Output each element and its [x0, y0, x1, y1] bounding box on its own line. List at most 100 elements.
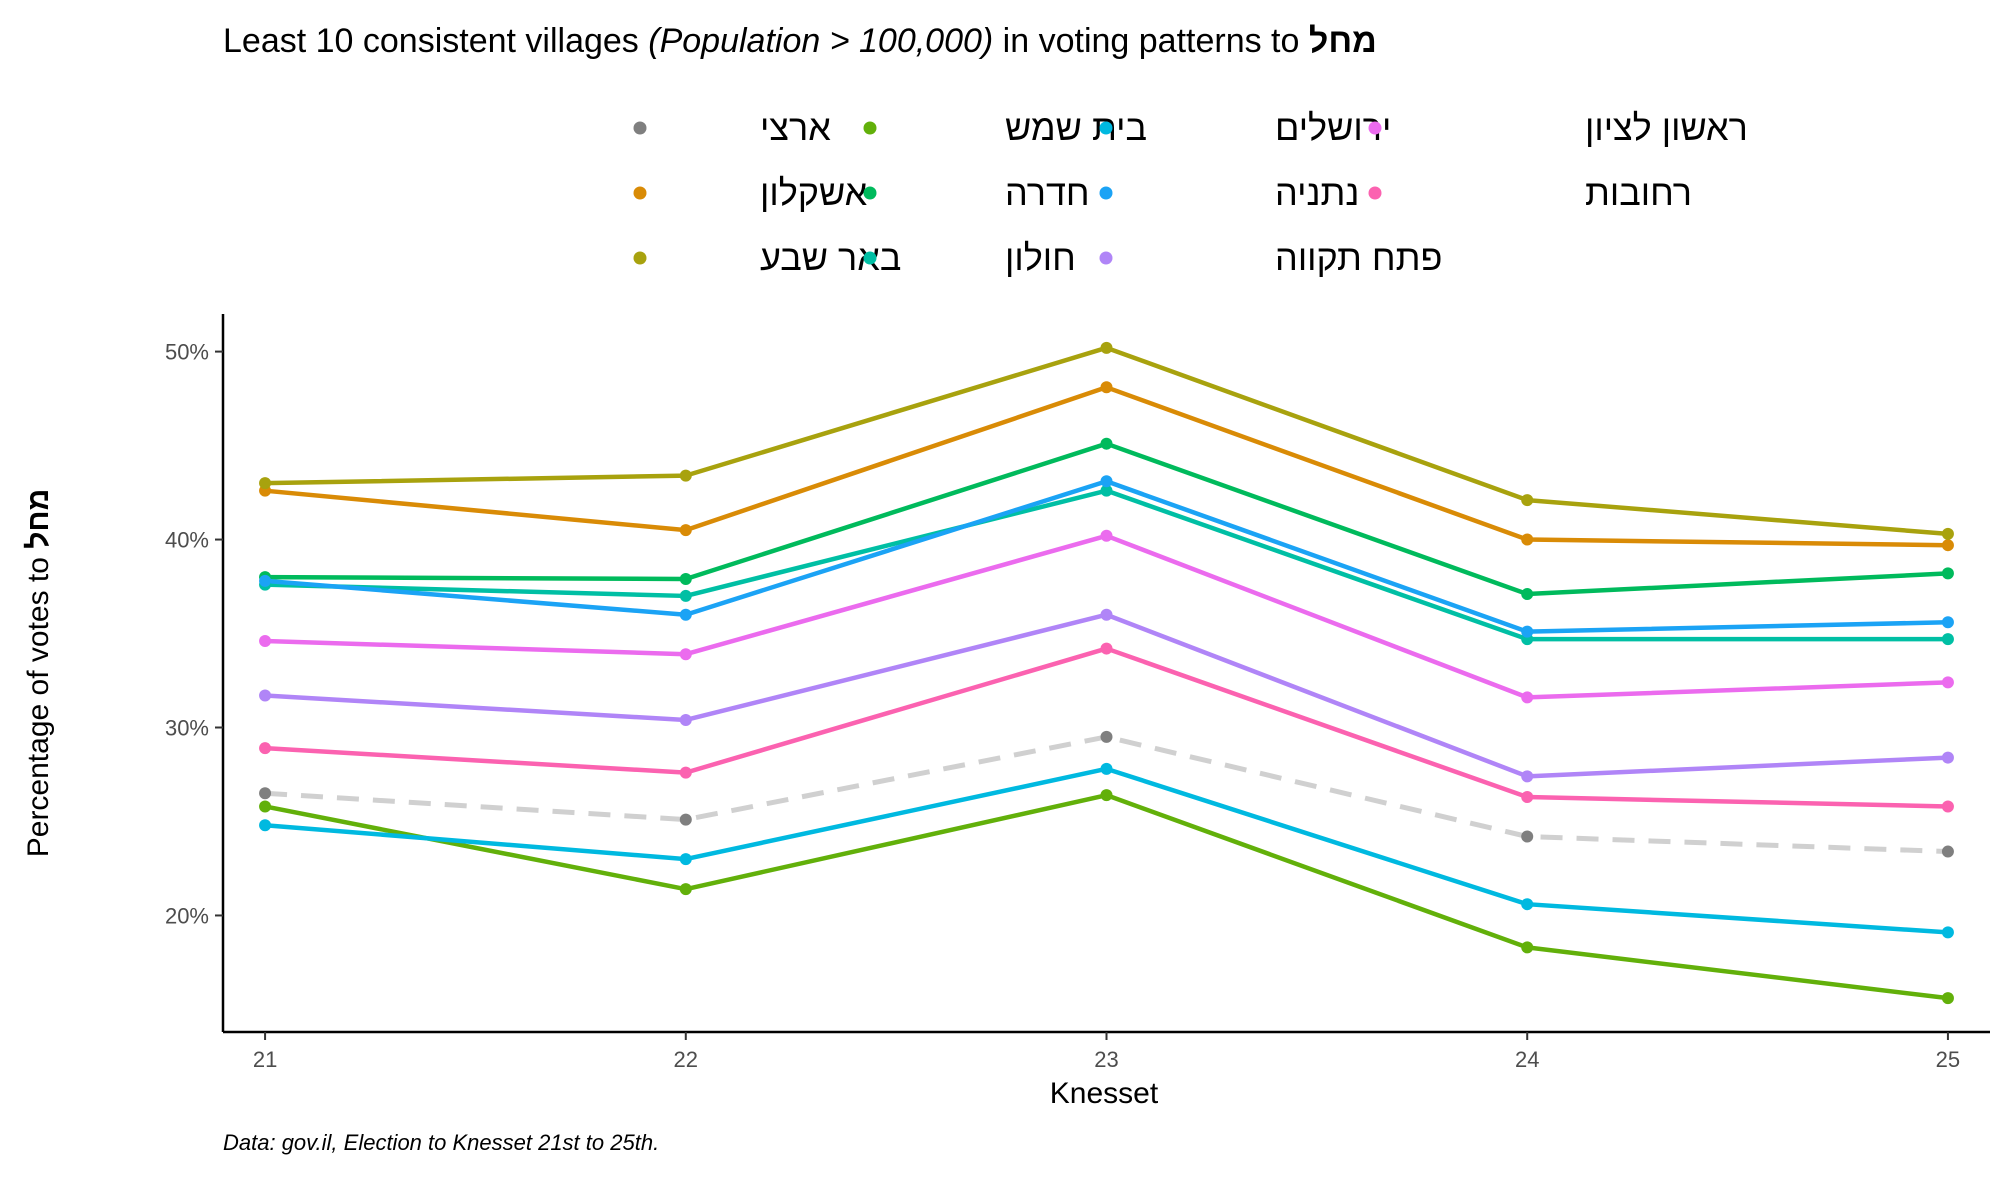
legend-key — [863, 251, 877, 265]
legend-label: חדרה — [1005, 172, 1090, 213]
series-line-1 — [264, 385, 1948, 548]
y-tick-label: 30% — [165, 716, 209, 741]
legend-item: רחובות — [1368, 172, 1692, 213]
data-point — [679, 573, 692, 586]
y-tick-label: 20% — [165, 903, 209, 928]
legend-label: בית שמש — [1005, 107, 1147, 148]
data-point — [259, 477, 272, 490]
legend-key — [1099, 251, 1113, 265]
data-point — [679, 524, 692, 537]
data-point — [1100, 437, 1113, 450]
legend-item: בית שמש — [863, 107, 1147, 148]
data-point — [259, 574, 272, 587]
data-point — [1941, 926, 1954, 939]
legend-key — [863, 186, 877, 200]
data-point — [679, 648, 692, 661]
legend-label: באר שבע — [760, 237, 901, 278]
svg-text:Least 10 consistent villages (: Least 10 consistent villages (Population… — [223, 22, 1377, 60]
data-point — [1941, 616, 1954, 629]
legend-label: רחובות — [1585, 172, 1692, 213]
y-axis-title-bold: מחל — [22, 489, 55, 549]
title-part-4: מחל — [1309, 22, 1377, 60]
data-point — [1521, 588, 1534, 601]
x-tick-label: 21 — [253, 1047, 277, 1072]
data-point — [1941, 800, 1954, 813]
legend-key — [863, 121, 877, 135]
x-axis-ticks: 21 22 23 24 25 — [253, 1032, 1960, 1072]
data-point — [1100, 341, 1113, 354]
data-point — [259, 819, 272, 832]
legend-label: ראשון לציון — [1585, 107, 1748, 148]
data-point — [1941, 676, 1954, 689]
legend-key — [1099, 186, 1113, 200]
legend-label: נתניה — [1275, 172, 1359, 213]
data-point — [1100, 475, 1113, 488]
data-point — [1521, 770, 1534, 783]
data-point — [679, 766, 692, 779]
series-line-3 — [264, 792, 1949, 1001]
data-point — [1100, 608, 1113, 621]
legend-key — [633, 251, 647, 265]
legend-item: נתניה — [1099, 172, 1359, 213]
data-point — [259, 800, 272, 813]
plot-area: 20% 30% 40% 50% 21 22 23 24 25 — [165, 314, 1990, 1072]
series-line-4 — [265, 441, 1949, 597]
legend-item: באר שבע — [633, 237, 901, 278]
data-point — [1941, 845, 1954, 858]
legend-label: ארצי — [760, 107, 831, 148]
legend-key — [1368, 121, 1382, 135]
data-point — [679, 713, 692, 726]
data-point — [679, 469, 692, 482]
data-point — [1521, 691, 1534, 704]
series-line-0 — [264, 734, 1949, 855]
title-part-1: Least 10 consistent villages — [223, 22, 648, 60]
caption: Data: gov.il, Election to Knesset 21st t… — [223, 1130, 659, 1155]
data-point — [679, 589, 692, 602]
series-points — [259, 341, 1954, 1005]
data-point — [1941, 751, 1954, 764]
data-point — [1521, 533, 1534, 546]
title-part-2: (Population > 100,000) — [648, 22, 993, 60]
data-point — [1521, 494, 1534, 507]
data-point — [1521, 898, 1534, 911]
data-point — [1100, 484, 1113, 497]
data-point — [679, 883, 692, 896]
data-point — [1521, 791, 1534, 804]
data-point — [1941, 539, 1954, 552]
data-point — [259, 689, 272, 702]
legend-label: אשקלון — [760, 172, 868, 213]
data-point — [679, 853, 692, 866]
x-tick-label: 23 — [1094, 1047, 1118, 1072]
legend-key — [633, 121, 647, 135]
data-point — [1100, 642, 1113, 655]
data-point — [259, 742, 272, 755]
legend-item: חדרה — [863, 172, 1090, 213]
legend-key — [1099, 121, 1113, 135]
legend-key — [1368, 186, 1382, 200]
x-axis-title: Knesset — [1050, 1077, 1159, 1110]
data-point — [1521, 625, 1534, 638]
y-axis-title-text: Percentage of votes to — [22, 557, 55, 857]
y-tick-label: 40% — [165, 528, 209, 553]
legend-item: אשקלון — [633, 172, 868, 213]
y-tick-label: 50% — [165, 340, 209, 365]
data-point — [1941, 992, 1954, 1005]
y-axis-ticks: 20% 30% 40% 50% — [165, 340, 223, 928]
chart-title: Least 10 consistent villages (Population… — [223, 22, 1377, 60]
data-point — [1941, 567, 1954, 580]
legend-item: חולון — [863, 237, 1076, 278]
x-tick-label: 25 — [1936, 1047, 1960, 1072]
data-point — [1100, 789, 1113, 802]
data-point — [259, 635, 272, 648]
data-point — [1100, 730, 1113, 743]
legend-label: פתח תקווה — [1275, 237, 1442, 278]
title-part-3: in voting patterns to — [993, 22, 1309, 60]
data-point — [1100, 529, 1113, 542]
series-line-10 — [264, 646, 1948, 809]
legend-item: ראשון לציון — [1368, 107, 1748, 148]
data-point — [259, 787, 272, 800]
data-point — [679, 608, 692, 621]
y-axis-title: Percentage of votes to מחל — [22, 489, 55, 858]
